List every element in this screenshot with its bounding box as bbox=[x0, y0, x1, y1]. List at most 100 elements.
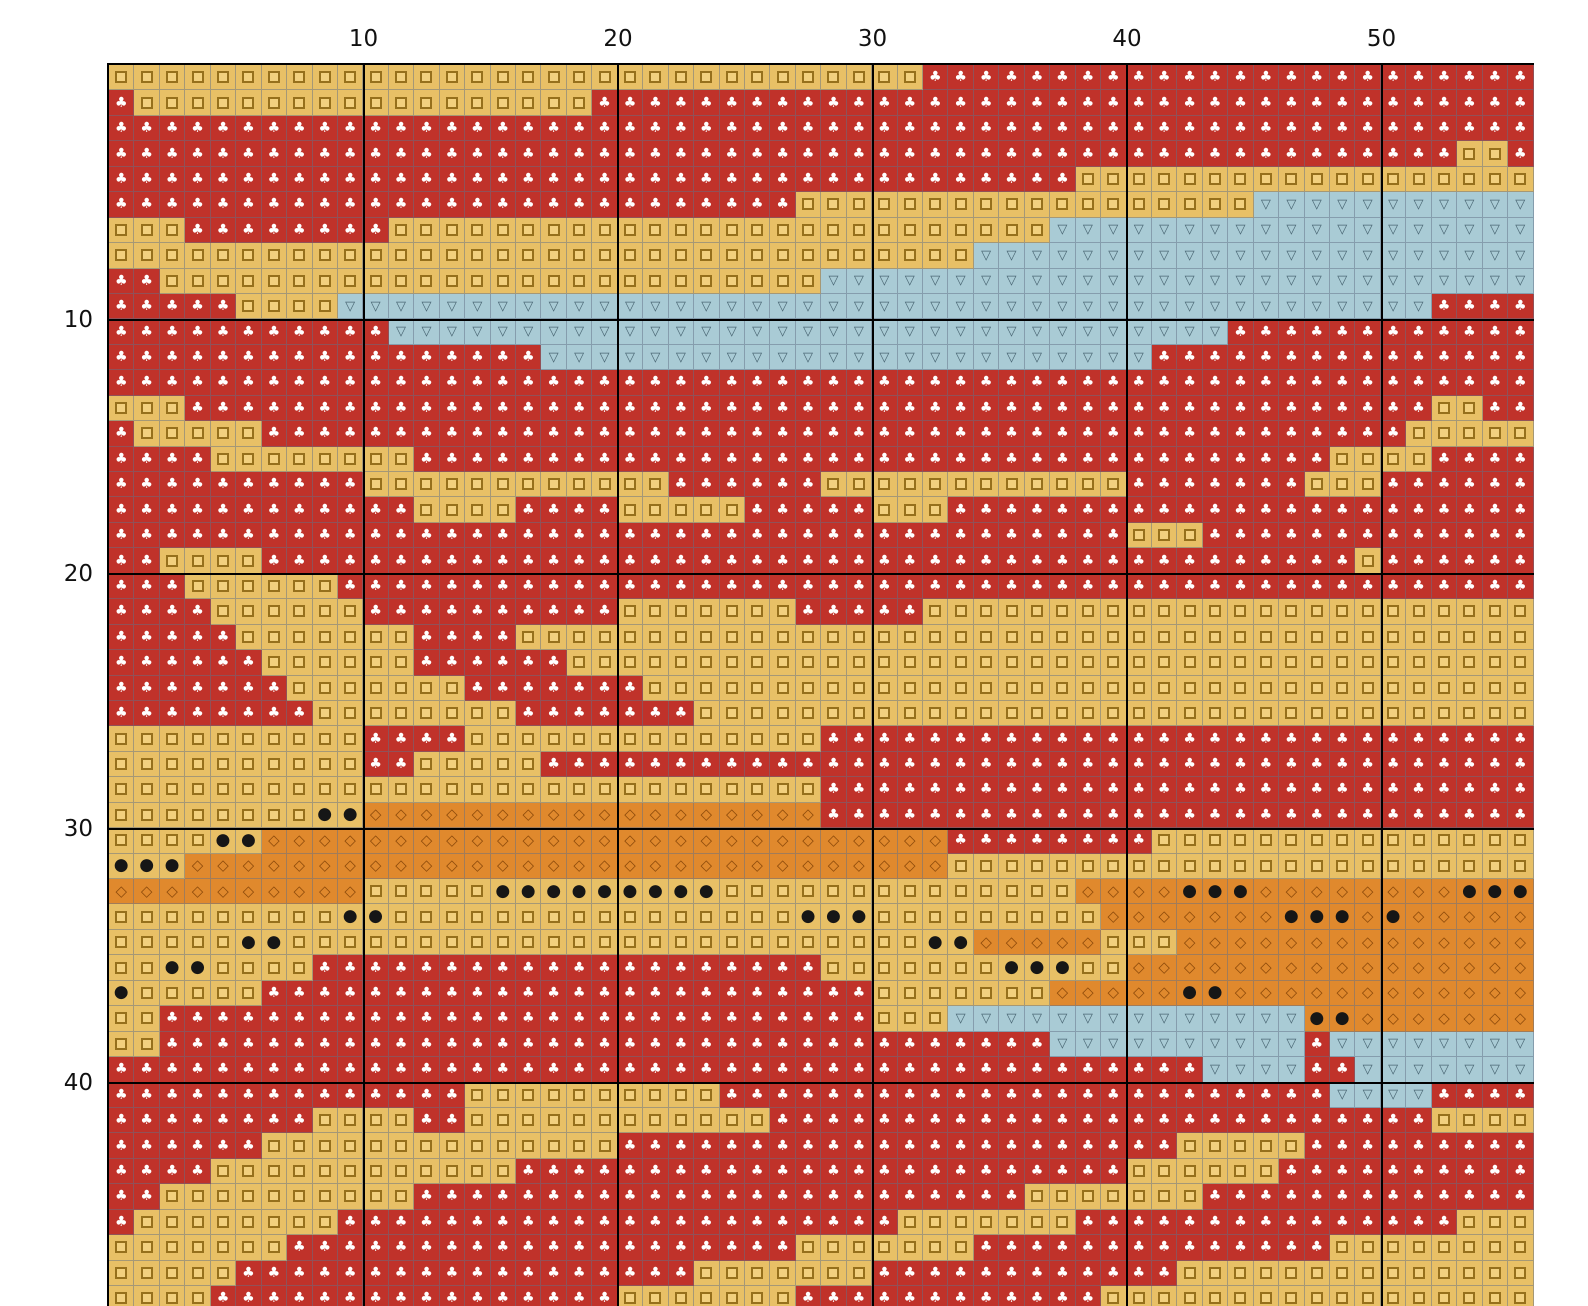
stitch-cell-gold-square bbox=[1279, 828, 1305, 854]
stitch-cell-gold-square bbox=[821, 675, 847, 701]
stitch-cell-red-club: ♣ bbox=[414, 573, 440, 600]
stitch-cell-gold-square bbox=[872, 472, 898, 498]
stitch-cell-red-club: ♣ bbox=[134, 573, 160, 600]
stitch-cell-gold-square bbox=[1253, 828, 1280, 854]
stitch-cell-blue-triangle: ▽ bbox=[1253, 1057, 1280, 1083]
stitch-cell-red-club: ♣ bbox=[337, 1260, 364, 1286]
stitch-cell-gold-square bbox=[643, 726, 669, 752]
stitch-cell-red-club: ♣ bbox=[1330, 319, 1356, 345]
stitch-cell-red-club: ♣ bbox=[465, 1057, 491, 1083]
stitch-cell-red-club: ♣ bbox=[846, 1107, 873, 1134]
stitch-cell-red-club: ♣ bbox=[694, 370, 720, 396]
stitch-cell-blue-triangle: ▽ bbox=[541, 293, 567, 320]
stitch-cell-red-club: ♣ bbox=[795, 166, 822, 193]
stitch-cell-red-club: ♣ bbox=[1228, 370, 1254, 396]
stitch-cell-red-club: ♣ bbox=[1024, 1158, 1051, 1185]
stitch-cell-red-club: ♣ bbox=[1151, 726, 1178, 752]
stitch-cell-red-club: ♣ bbox=[1101, 446, 1127, 472]
stitch-cell-red-club: ♣ bbox=[1024, 446, 1051, 472]
stitch-cell-red-club: ♣ bbox=[872, 421, 898, 447]
stitch-cell-gold-square bbox=[821, 243, 847, 269]
stitch-cell-gold-dot: ● bbox=[134, 853, 160, 879]
stitch-cell-gold-square bbox=[185, 65, 211, 91]
stitch-cell-gold-square bbox=[973, 472, 1000, 498]
stitch-cell-red-club: ♣ bbox=[719, 573, 745, 600]
stitch-cell-red-club: ♣ bbox=[1151, 115, 1178, 142]
stitch-cell-gold-square bbox=[923, 650, 949, 676]
stitch-cell-red-club: ♣ bbox=[566, 1209, 593, 1236]
stitch-cell-orange-dot: ● bbox=[1279, 904, 1305, 930]
stitch-cell-gold-square bbox=[668, 599, 695, 625]
stitch-cell-red-club: ♣ bbox=[846, 1082, 873, 1108]
stitch-cell-gold-square bbox=[1151, 166, 1178, 193]
stitch-cell-red-club: ♣ bbox=[388, 1235, 415, 1261]
stitch-cell-gold-square bbox=[516, 929, 542, 956]
stitch-cell-gold-square bbox=[1024, 650, 1051, 676]
stitch-cell-red-club: ♣ bbox=[744, 421, 771, 447]
stitch-cell-red-club: ♣ bbox=[465, 192, 491, 218]
stitch-cell-red-club: ♣ bbox=[287, 192, 313, 218]
stitch-cell-orange-diamond: ◇ bbox=[465, 828, 491, 854]
stitch-cell-orange-diamond: ◇ bbox=[1253, 980, 1280, 1007]
stitch-cell-gold-square bbox=[363, 624, 389, 651]
stitch-cell-red-club: ♣ bbox=[897, 370, 923, 396]
stitch-cell-red-club: ♣ bbox=[1151, 573, 1178, 600]
stitch-cell-red-club: ♣ bbox=[592, 166, 618, 193]
stitch-cell-gold-square bbox=[948, 879, 974, 905]
stitch-cell-red-club: ♣ bbox=[999, 497, 1025, 523]
stitch-cell-red-club: ♣ bbox=[414, 370, 440, 396]
stitch-cell-gold-square bbox=[566, 1082, 593, 1108]
stitch-cell-red-club: ♣ bbox=[1177, 1057, 1203, 1083]
stitch-cell-red-club: ♣ bbox=[159, 497, 186, 523]
stitch-cell-red-club: ♣ bbox=[363, 1006, 389, 1032]
stitch-cell-gold-square bbox=[312, 777, 338, 803]
stitch-cell-red-club: ♣ bbox=[770, 980, 796, 1007]
stitch-cell-red-club: ♣ bbox=[312, 1260, 338, 1286]
stitch-cell-red-club: ♣ bbox=[1304, 1031, 1330, 1058]
stitch-cell-red-club: ♣ bbox=[1355, 319, 1381, 345]
stitch-cell-red-club: ♣ bbox=[744, 1235, 771, 1261]
stitch-cell-red-club: ♣ bbox=[388, 166, 415, 193]
stitch-cell-red-club: ♣ bbox=[363, 955, 389, 981]
stitch-cell-gold-square bbox=[109, 777, 135, 803]
stitch-cell-red-club: ♣ bbox=[134, 650, 160, 676]
stitch-cell-gold-square bbox=[643, 1082, 669, 1108]
stitch-cell-gold-square bbox=[210, 1184, 237, 1210]
stitch-cell-blue-triangle: ▽ bbox=[617, 344, 644, 371]
stitch-cell-gold-square bbox=[185, 828, 211, 854]
stitch-cell-red-club: ♣ bbox=[1024, 548, 1051, 574]
stitch-cell-gold-square bbox=[1330, 166, 1356, 193]
stitch-cell-red-club: ♣ bbox=[439, 1286, 466, 1306]
stitch-cell-red-club: ♣ bbox=[1151, 90, 1178, 116]
stitch-cell-gold-square bbox=[516, 777, 542, 803]
stitch-cell-red-club: ♣ bbox=[439, 1235, 466, 1261]
stitch-cell-red-club: ♣ bbox=[719, 1235, 745, 1261]
stitch-cell-gold-square bbox=[1457, 650, 1483, 676]
stitch-cell-orange-diamond: ◇ bbox=[1406, 879, 1432, 905]
stitch-cell-red-club: ♣ bbox=[846, 751, 873, 778]
stitch-cell-gold-square bbox=[490, 1107, 516, 1134]
stitch-cell-red-club: ♣ bbox=[1279, 472, 1305, 498]
stitch-cell-red-club: ♣ bbox=[414, 446, 440, 472]
stitch-cell-red-club: ♣ bbox=[999, 1107, 1025, 1134]
stitch-cell-red-club: ♣ bbox=[617, 1006, 644, 1032]
stitch-cell-gold-square bbox=[1253, 599, 1280, 625]
stitch-cell-red-club: ♣ bbox=[872, 1209, 898, 1236]
stitch-cell-red-club: ♣ bbox=[210, 675, 237, 701]
stitch-cell-red-club: ♣ bbox=[643, 955, 669, 981]
stitch-cell-gold-square bbox=[261, 624, 288, 651]
stitch-cell-red-club: ♣ bbox=[363, 395, 389, 422]
stitch-cell-gold-square bbox=[1202, 1260, 1229, 1286]
stitch-cell-red-club: ♣ bbox=[1101, 1260, 1127, 1286]
stitch-cell-gold-square bbox=[1457, 599, 1483, 625]
stitch-cell-red-club: ♣ bbox=[770, 1184, 796, 1210]
stitch-cell-red-club: ♣ bbox=[617, 115, 644, 142]
stitch-cell-red-club: ♣ bbox=[566, 980, 593, 1007]
stitch-cell-red-club: ♣ bbox=[1253, 421, 1280, 447]
stitch-cell-red-club: ♣ bbox=[414, 166, 440, 193]
stitch-cell-gold-dot: ● bbox=[643, 879, 669, 905]
stitch-cell-gold-square bbox=[617, 777, 644, 803]
stitch-cell-red-club: ♣ bbox=[1202, 573, 1229, 600]
stitch-cell-red-club: ♣ bbox=[643, 1184, 669, 1210]
stitch-cell-red-club: ♣ bbox=[541, 522, 567, 549]
